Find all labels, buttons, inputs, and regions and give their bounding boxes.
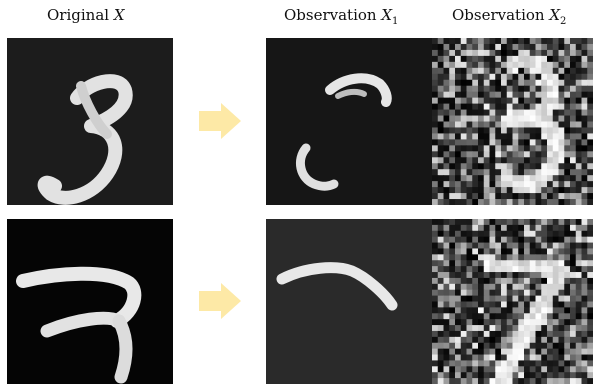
original-digit-7-image xyxy=(7,219,173,384)
original-x-label: Original X xyxy=(47,6,125,24)
observation-x2-noisy-3-image xyxy=(432,38,593,205)
arrow-right-icon xyxy=(199,283,241,319)
observation-x1-label: Observation X1 xyxy=(284,6,399,27)
observation-x1-digit-3-image xyxy=(266,38,432,205)
observation-x1-digit-7-image xyxy=(266,219,432,384)
original-digit-3-image xyxy=(7,38,173,205)
observation-x2-noisy-7-image xyxy=(432,219,593,384)
observation-x2-label: Observation X2 xyxy=(452,6,567,27)
arrow-right-icon xyxy=(199,103,241,139)
